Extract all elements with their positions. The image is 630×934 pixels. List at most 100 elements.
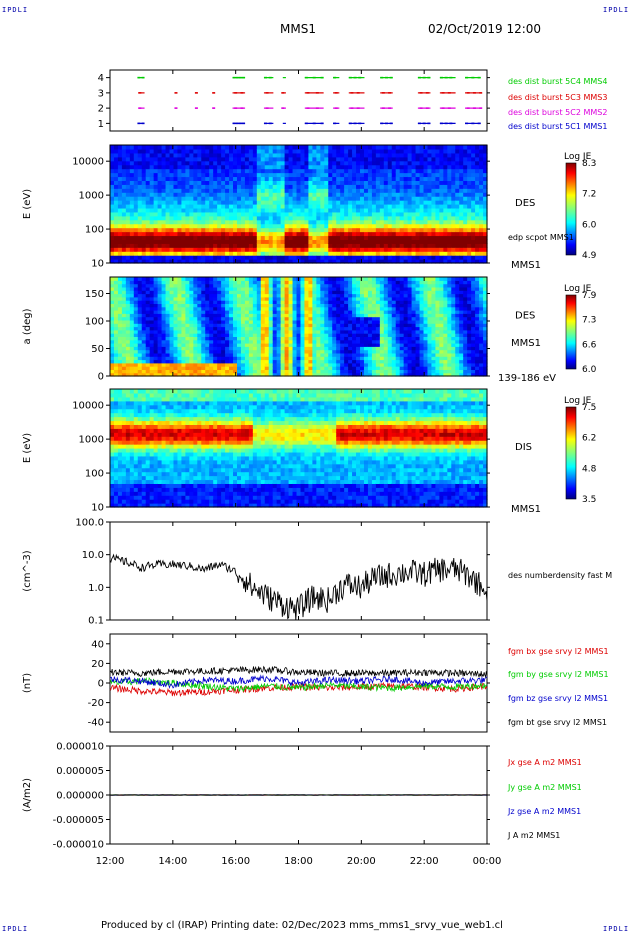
spectrogram-cell bbox=[336, 160, 341, 166]
spectrogram-cell bbox=[308, 196, 313, 201]
spectrogram-cell bbox=[356, 290, 361, 295]
spectrogram-cell bbox=[133, 352, 139, 357]
spectrogram-cell bbox=[276, 259, 282, 264]
spectrogram-cell bbox=[193, 196, 198, 201]
spectrogram-cell bbox=[328, 329, 333, 334]
spectrogram-cell bbox=[197, 211, 202, 217]
spectrogram-cell bbox=[221, 215, 226, 221]
spectrogram-cell bbox=[340, 277, 345, 281]
burst-mark bbox=[232, 122, 236, 125]
spectrogram-cell bbox=[292, 148, 298, 154]
spectrogram-cell bbox=[121, 343, 127, 347]
spectrogram-cell bbox=[407, 215, 413, 221]
spectrogram-cell bbox=[133, 366, 139, 370]
spectrogram-cell bbox=[173, 192, 179, 197]
spectrogram-cell bbox=[229, 148, 234, 154]
spectrogram-cell bbox=[229, 352, 234, 357]
spectrogram-cell bbox=[312, 145, 317, 150]
spectrogram-cell bbox=[149, 290, 155, 295]
spectrogram-cell bbox=[169, 303, 175, 308]
spectrogram-cell bbox=[264, 168, 270, 174]
spectrogram-cell bbox=[431, 211, 437, 217]
spectrogram-cell bbox=[395, 192, 401, 197]
burst-mark bbox=[465, 122, 469, 125]
spectrogram-cell bbox=[161, 196, 167, 201]
spectrogram-cell bbox=[320, 196, 325, 201]
spectrogram-cell bbox=[320, 306, 325, 311]
spectrogram-cell bbox=[141, 329, 147, 334]
spectrogram-cell bbox=[375, 227, 381, 233]
spectrogram-cell bbox=[288, 207, 294, 213]
spectrogram-cell bbox=[153, 369, 159, 374]
spectrogram-cell bbox=[475, 219, 480, 225]
spectrogram-cell bbox=[248, 219, 254, 225]
spectrogram-cell bbox=[193, 349, 198, 354]
spectrogram-cell bbox=[233, 243, 238, 248]
spectrogram-cell bbox=[268, 277, 274, 281]
spectrogram-cell bbox=[113, 168, 119, 174]
spectrogram-cell bbox=[415, 192, 421, 197]
spectrogram-cell bbox=[348, 296, 353, 301]
spectrogram-cell bbox=[213, 145, 218, 150]
spectrogram-cell bbox=[205, 346, 210, 351]
spectrogram-cell bbox=[483, 148, 488, 154]
spectrogram-cell bbox=[300, 326, 306, 331]
spectrogram-cell bbox=[157, 280, 163, 285]
spectrogram-cell bbox=[276, 219, 282, 225]
spectrogram-cell bbox=[177, 329, 183, 334]
spectrogram-cell bbox=[157, 326, 163, 331]
spectrogram-cell bbox=[423, 251, 429, 256]
spectrogram-cell bbox=[193, 280, 198, 285]
spectrogram-cell bbox=[169, 290, 175, 295]
spectrogram-cell bbox=[125, 180, 131, 185]
spectrogram-cell bbox=[344, 215, 349, 221]
spectrogram-cell bbox=[229, 255, 234, 260]
spectrogram-cell bbox=[363, 251, 369, 256]
spectrogram-cell bbox=[395, 188, 401, 193]
spectrogram-cell bbox=[217, 243, 222, 248]
spectrogram-cell bbox=[181, 346, 186, 351]
spectrogram-cell bbox=[320, 333, 325, 337]
spectrogram-cell bbox=[272, 145, 278, 150]
spectrogram-cell bbox=[344, 251, 349, 256]
spectrogram-cell bbox=[125, 303, 131, 308]
spectrogram-cell bbox=[284, 180, 290, 185]
spectrogram-cell bbox=[419, 200, 425, 205]
spectrogram-cell bbox=[399, 156, 405, 162]
spectrogram-cell bbox=[336, 306, 341, 311]
spectrogram-cell bbox=[292, 313, 298, 318]
spectrogram-cell bbox=[336, 196, 341, 201]
spectrogram-cell bbox=[352, 176, 357, 181]
spectrogram-cell bbox=[189, 369, 194, 374]
spectrogram-cell bbox=[316, 215, 321, 221]
spectrogram-cell bbox=[336, 283, 341, 288]
spectrogram-cell bbox=[121, 145, 127, 150]
spectrogram-cell bbox=[137, 204, 143, 209]
spectrogram-cell bbox=[244, 172, 250, 178]
spectrogram-cell bbox=[248, 156, 254, 162]
spectrogram-cell bbox=[280, 200, 286, 205]
spectrogram-cell bbox=[248, 255, 254, 260]
spectrogram-cell bbox=[356, 319, 361, 324]
spectrogram-cell bbox=[209, 277, 214, 281]
spectrogram-cell bbox=[153, 184, 159, 189]
spectrogram-cell bbox=[284, 277, 290, 281]
spectrogram-cell bbox=[145, 333, 151, 337]
spectrogram-cell bbox=[153, 215, 159, 221]
spectrogram-cell bbox=[217, 192, 222, 197]
spectrogram-cell bbox=[316, 329, 321, 334]
spectrogram-cell bbox=[221, 243, 226, 248]
spectrogram-cell bbox=[312, 313, 317, 318]
spectrogram-cell bbox=[217, 200, 222, 205]
spectrogram-cell bbox=[360, 211, 365, 217]
spectrogram-cell bbox=[233, 188, 238, 193]
spectrogram-cell bbox=[221, 239, 226, 244]
spectrogram-cell bbox=[288, 352, 294, 357]
spectrogram-cell bbox=[177, 346, 183, 351]
spectrogram-cell bbox=[125, 160, 131, 166]
spectrogram-cell bbox=[348, 247, 353, 252]
spectrogram-cell bbox=[471, 200, 476, 205]
spectrogram-cell bbox=[248, 333, 254, 337]
spectrogram-cell bbox=[320, 286, 325, 291]
spectrogram-cell bbox=[467, 145, 472, 150]
